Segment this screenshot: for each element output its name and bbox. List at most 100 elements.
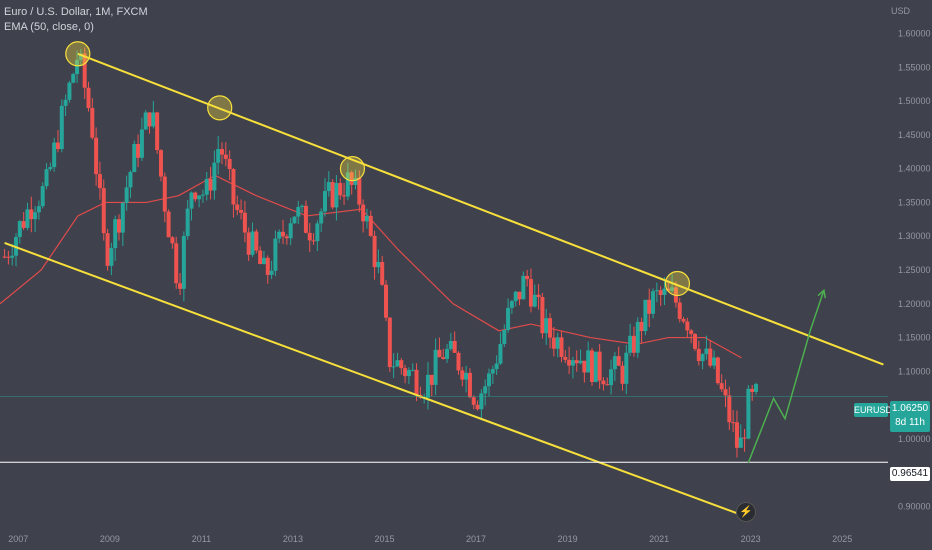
candle-body xyxy=(631,335,636,353)
candle-body xyxy=(609,369,614,386)
candle-body xyxy=(658,290,663,295)
candle-body xyxy=(429,374,434,385)
candle-body xyxy=(44,169,49,187)
candle-body xyxy=(315,223,320,242)
y-tick-label: 1.40000 xyxy=(898,164,931,174)
candle-body xyxy=(273,238,278,271)
channel-upper-line xyxy=(77,52,884,366)
candle-body xyxy=(342,195,347,197)
candle-body xyxy=(410,369,415,371)
candle-body xyxy=(750,388,755,392)
candle-body xyxy=(82,53,87,88)
candle-body xyxy=(692,333,697,349)
candle-body xyxy=(399,360,404,369)
candle-body xyxy=(601,380,606,385)
candle-body xyxy=(261,257,266,264)
candle-body xyxy=(311,240,316,242)
candle-body xyxy=(456,352,461,371)
candle-body xyxy=(754,383,759,392)
candle-body xyxy=(384,284,389,318)
candle-body xyxy=(361,204,366,222)
candle-body xyxy=(479,393,484,410)
candle-body xyxy=(685,321,690,331)
candle-body xyxy=(574,360,579,364)
candle-body xyxy=(71,74,76,83)
candle-body xyxy=(567,359,572,366)
touch-circle xyxy=(339,156,366,182)
candle-body xyxy=(33,212,38,220)
candle-body xyxy=(441,357,446,359)
candle-body xyxy=(502,330,507,344)
projection-arrow xyxy=(747,290,825,463)
candle-body xyxy=(513,291,518,302)
candle-body xyxy=(563,356,568,360)
candle-body xyxy=(700,354,705,362)
drawing-layer xyxy=(0,41,888,518)
candle-body xyxy=(36,206,41,213)
touch-circle xyxy=(65,41,91,67)
candle-body xyxy=(738,437,743,448)
candle-body xyxy=(593,351,598,382)
candle-body xyxy=(708,348,713,366)
candle-body xyxy=(433,349,438,385)
candle-body xyxy=(528,279,533,307)
candle-body xyxy=(197,195,202,200)
candle-body xyxy=(498,343,503,364)
candle-body xyxy=(437,349,442,358)
candle-body xyxy=(643,299,648,332)
x-tick-label: 2019 xyxy=(558,534,578,544)
candle-body xyxy=(281,231,286,237)
candle-body xyxy=(136,144,141,158)
projection-arrowhead xyxy=(817,288,827,299)
y-tick-label: 1.15000 xyxy=(898,333,931,343)
candle-body xyxy=(719,383,724,390)
candle-body xyxy=(670,287,675,291)
candle-body xyxy=(21,221,26,228)
candle-body xyxy=(364,215,369,222)
candle-body xyxy=(689,330,694,334)
candle-body xyxy=(300,205,305,207)
candle-body xyxy=(651,291,656,314)
candle-body xyxy=(303,205,308,233)
candle-body xyxy=(250,231,255,255)
candle-body xyxy=(570,360,575,366)
candle-body xyxy=(677,302,682,320)
candle-body xyxy=(178,283,183,289)
x-tick-label: 2015 xyxy=(374,534,394,544)
candle-body xyxy=(425,374,430,398)
candle-body xyxy=(147,112,152,127)
candle-body xyxy=(349,172,354,185)
candle-body xyxy=(532,294,537,307)
currency-label: USD xyxy=(890,6,910,16)
candle-body xyxy=(559,337,564,357)
candle-body xyxy=(380,261,385,285)
candle-body xyxy=(128,171,133,188)
candle-body xyxy=(48,167,53,170)
candle-body xyxy=(666,288,671,291)
candle-body xyxy=(204,178,209,195)
candle-body xyxy=(181,236,186,289)
candle-body xyxy=(654,290,659,292)
candle-body xyxy=(506,307,511,331)
candle-body xyxy=(109,248,114,266)
candle-body xyxy=(94,137,99,175)
channel-lower-line xyxy=(4,242,747,518)
ema-indicator-label[interactable]: EMA (50, close, 0) xyxy=(4,21,94,33)
candle-body xyxy=(494,363,499,370)
symbol-title[interactable]: Euro / U.S. Dollar, 1M, FXCM xyxy=(4,6,148,18)
candle-body xyxy=(590,350,594,382)
candle-body xyxy=(731,422,736,424)
candle-body xyxy=(86,87,91,109)
candle-body xyxy=(55,142,60,150)
candle-body xyxy=(10,255,15,258)
candle-body xyxy=(521,275,526,300)
touch-circle xyxy=(664,270,691,297)
candle-body xyxy=(704,348,709,355)
candle-body xyxy=(509,301,514,308)
candle-body xyxy=(330,182,335,208)
lightning-icon[interactable]: ⚡ xyxy=(736,502,756,522)
candle-body xyxy=(696,348,701,362)
candle-body xyxy=(353,177,358,185)
ticker-badge: EURUSD xyxy=(854,403,893,417)
